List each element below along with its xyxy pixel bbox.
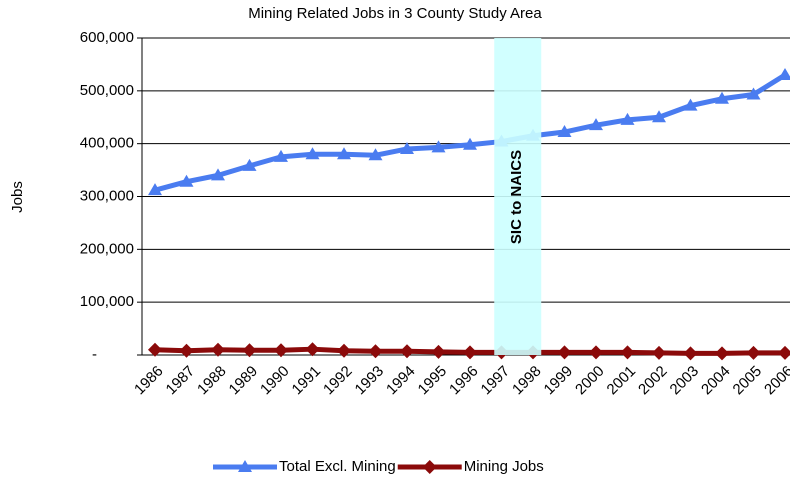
point-marker (337, 343, 351, 358)
point-marker (148, 342, 162, 357)
x-tick-label: 2003 (667, 363, 703, 399)
x-tick-label: 1988 (194, 363, 230, 399)
y-tick-label: - (92, 346, 97, 363)
point-marker (431, 344, 446, 359)
x-tick-label: 1999 (541, 363, 577, 399)
point-marker (652, 345, 666, 360)
point-marker (274, 343, 288, 358)
point-marker (238, 460, 252, 472)
point-marker (463, 345, 477, 360)
point-marker (431, 140, 446, 153)
point-marker (746, 345, 761, 360)
x-tick-label: 1987 (163, 363, 199, 399)
point-marker (715, 91, 729, 104)
annotation: SIC to NAICS (508, 150, 525, 244)
x-tick-label: 1993 (352, 363, 388, 399)
x-tick-label: 2001 (604, 363, 640, 399)
point-marker (274, 149, 288, 162)
point-marker (179, 174, 194, 187)
point-marker (463, 137, 477, 150)
x-tick-label: 1991 (289, 363, 325, 399)
annotation-band (494, 38, 542, 355)
point-marker (305, 147, 320, 160)
x-tick-label: 1997 (478, 363, 514, 399)
y-tick-label: 500,000 (80, 82, 134, 99)
y-tick-label: 200,000 (80, 240, 134, 257)
point-marker (746, 87, 761, 100)
point-marker (778, 345, 790, 360)
x-tick-label: 2005 (730, 363, 766, 399)
point-marker (620, 345, 635, 360)
point-marker (683, 98, 698, 111)
x-tick-label: 1996 (446, 363, 482, 399)
y-tick-label: 100,000 (80, 293, 134, 310)
x-tick-label: 2004 (698, 363, 734, 399)
point-marker (652, 110, 666, 123)
point-marker (337, 147, 351, 160)
series-line (154, 72, 787, 193)
point-marker (400, 344, 414, 359)
point-marker (211, 168, 225, 181)
x-tick-label: 2002 (635, 363, 671, 399)
point-marker (589, 345, 603, 360)
point-marker (242, 158, 257, 171)
x-tick-label: 2006 (761, 363, 790, 399)
x-tick-label: 1995 (415, 363, 451, 399)
x-tick-label: 1990 (257, 363, 293, 399)
x-tick-label: 2000 (572, 363, 608, 399)
point-marker (305, 342, 320, 357)
point-marker (778, 67, 790, 80)
point-marker (242, 343, 257, 358)
point-marker (715, 346, 729, 361)
x-tick-label: 1994 (383, 363, 419, 399)
y-tick-label: 400,000 (80, 135, 134, 152)
point-marker (620, 112, 635, 125)
point-marker (683, 346, 698, 361)
point-marker (211, 342, 225, 357)
legend-label: Mining Jobs (464, 458, 544, 475)
point-marker (368, 148, 383, 161)
point-marker (368, 344, 383, 359)
x-tick-label: 1992 (320, 363, 356, 399)
point-marker (148, 183, 162, 196)
point-marker (557, 345, 572, 360)
point-marker (400, 141, 414, 154)
legend-label: Total Excl. Mining (279, 458, 396, 475)
point-marker (589, 118, 603, 131)
point-marker (179, 343, 194, 358)
y-axis-label: Jobs (9, 181, 26, 213)
x-tick-label: 1989 (226, 363, 262, 399)
chart-title: Mining Related Jobs in 3 County Study Ar… (248, 5, 542, 22)
x-tick-label: 1998 (509, 363, 545, 399)
x-tick-label: 1986 (131, 363, 167, 399)
point-marker (422, 460, 437, 474)
y-tick-label: 300,000 (80, 187, 134, 204)
y-tick-label: 600,000 (80, 29, 134, 46)
point-marker (557, 125, 572, 138)
